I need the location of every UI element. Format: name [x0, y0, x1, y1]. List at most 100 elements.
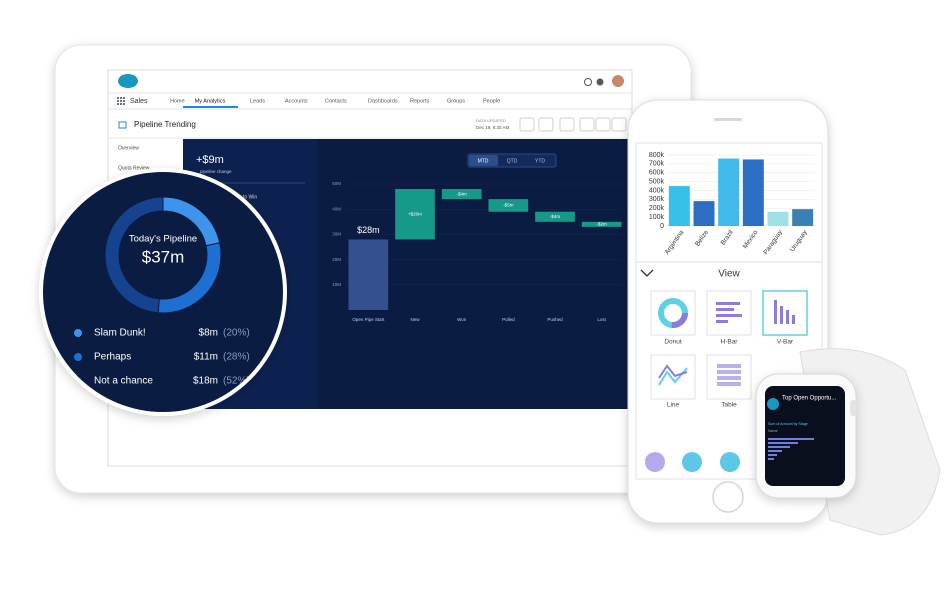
action-button[interactable] — [645, 452, 665, 472]
value-label: $11m — [194, 352, 218, 363]
y-tick-label: 300k — [649, 196, 665, 203]
donut-segment — [104, 196, 164, 314]
period-tab[interactable]: QTD — [507, 158, 518, 164]
line-icon — [658, 364, 688, 379]
value-label: $18m — [193, 376, 218, 387]
y-tick-label: 100k — [649, 214, 665, 221]
toolbar — [519, 117, 627, 132]
legend-label: Perhaps — [94, 352, 131, 363]
bar — [718, 158, 740, 226]
value-label: -$5m — [503, 203, 514, 208]
sidebar-item[interactable]: Overview — [118, 145, 139, 151]
lens: Today's Pipeline $37m Slam Dunk! $8m (20%) Pe… — [39, 168, 287, 416]
donut-title: Today's Pipeline — [129, 234, 197, 245]
bar — [742, 159, 764, 226]
watch-crown[interactable] — [850, 400, 857, 416]
active-tab-underline — [183, 106, 238, 108]
y-tick-label: 50M — [332, 181, 341, 186]
home-button[interactable] — [712, 481, 744, 513]
legend-label: Slam Dunk! — [94, 328, 146, 339]
app-name: Sales — [130, 98, 148, 105]
bar — [792, 209, 814, 226]
waterfall-bar — [581, 221, 622, 227]
waterfall-bar — [488, 199, 529, 212]
chart-type-label[interactable]: V-Bar — [777, 339, 794, 346]
value-label: $28m — [357, 225, 380, 235]
x-tick-label: Pulled — [502, 317, 515, 322]
period-tab[interactable]: MTD — [478, 158, 489, 164]
logo — [118, 74, 138, 88]
y-tick-label: 20M — [332, 257, 341, 262]
x-tick-label: Pushed — [547, 317, 563, 322]
waterfall-bar — [535, 211, 575, 222]
period-active — [469, 155, 498, 166]
nav-item[interactable]: Leads — [250, 98, 265, 104]
chart-type-label[interactable]: Table — [721, 402, 737, 409]
pipeline-change-label: pipeline change — [200, 169, 232, 174]
toolbar-button[interactable] — [538, 117, 554, 132]
chart-type-tile-selected[interactable] — [762, 290, 808, 336]
chart-type-label[interactable]: H-Bar — [721, 339, 739, 346]
nav-item[interactable]: Contacts — [325, 98, 347, 104]
legend-swatch — [74, 329, 82, 337]
settings-icon[interactable] — [596, 78, 604, 86]
nav-item[interactable]: Groups — [447, 98, 465, 104]
value-label: -$2m — [597, 222, 608, 227]
value-label: $8m — [199, 328, 218, 339]
nav-item[interactable]: People — [483, 98, 500, 104]
donut-icon-segment — [658, 298, 688, 328]
legend-swatch — [74, 353, 82, 361]
toolbar-button[interactable] — [611, 117, 627, 132]
action-button[interactable] — [682, 452, 702, 472]
period-tab[interactable]: YTD — [535, 158, 545, 164]
nav-item[interactable]: Home — [170, 98, 185, 104]
toolbar-button[interactable] — [579, 117, 595, 132]
y-tick-label: 400k — [649, 187, 665, 194]
help-icon[interactable] — [584, 78, 592, 86]
bar — [668, 186, 690, 226]
chart-type-tile[interactable] — [706, 290, 752, 336]
nav-item[interactable]: My Analytics — [195, 98, 226, 104]
watch: Top Open Opportu... Sum of Amount by Sta… — [755, 348, 941, 536]
nav-item[interactable]: Reports — [410, 98, 430, 104]
waterfall-bar — [348, 239, 389, 310]
lens-background — [43, 172, 283, 412]
sidebar-item[interactable]: Quota Review — [118, 165, 150, 171]
collapse-chevron[interactable] — [640, 269, 654, 277]
y-tick-label: 700k — [649, 161, 665, 168]
avatar[interactable] — [612, 75, 624, 87]
toolbar-button[interactable] — [595, 117, 611, 132]
speaker — [714, 118, 742, 121]
waterfall-bar — [441, 189, 482, 200]
table-icon — [717, 364, 741, 386]
action-button[interactable] — [720, 452, 740, 472]
y-tick-label: 10M — [332, 282, 341, 287]
chart-type-label[interactable]: Line — [667, 402, 680, 409]
watch-subtitle: Sum of Amount by Stage — [768, 422, 808, 426]
value-label: -$4m — [457, 191, 468, 196]
dashboard-title: Pipeline Trending — [134, 120, 196, 129]
percent-label: (52%) — [223, 376, 250, 387]
app-launcher[interactable] — [117, 97, 125, 105]
x-tick-label: Open Pipe Start — [352, 317, 385, 322]
y-tick-label: 200k — [649, 205, 665, 212]
x-tick-label: Won — [457, 317, 467, 322]
percent-label: (20%) — [223, 328, 250, 339]
toolbar-button[interactable] — [559, 117, 575, 132]
chart-type-label[interactable]: Donut — [664, 339, 682, 346]
chart-type-tile[interactable] — [650, 290, 696, 336]
waterfall-bar — [395, 189, 435, 240]
vbar-icon — [774, 300, 795, 324]
toolbar-button[interactable] — [519, 117, 535, 132]
nav-item[interactable]: Accounts — [285, 98, 308, 104]
y-tick-label: 500k — [649, 178, 665, 185]
data-updated: Dec 19, 9:30 AM — [476, 125, 510, 130]
watch-logo — [767, 398, 779, 410]
y-tick-label: 40M — [332, 206, 341, 211]
y-tick-label: 0 — [660, 223, 664, 230]
nav-item[interactable]: Dashboards — [368, 98, 398, 104]
chart-type-tile[interactable] — [650, 354, 696, 400]
